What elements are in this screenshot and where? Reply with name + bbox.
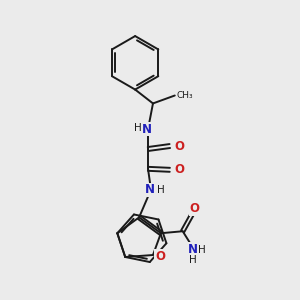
Text: H: H [134,123,142,133]
Text: H: H [189,255,196,265]
Text: O: O [175,163,185,176]
Text: N: N [188,243,198,256]
Text: O: O [190,202,200,215]
Text: O: O [155,250,165,262]
Text: H: H [157,184,165,195]
Text: H: H [198,245,206,255]
Text: N: N [145,183,155,196]
Text: O: O [175,140,185,152]
Text: CH₃: CH₃ [177,91,194,100]
Text: N: N [142,123,152,136]
